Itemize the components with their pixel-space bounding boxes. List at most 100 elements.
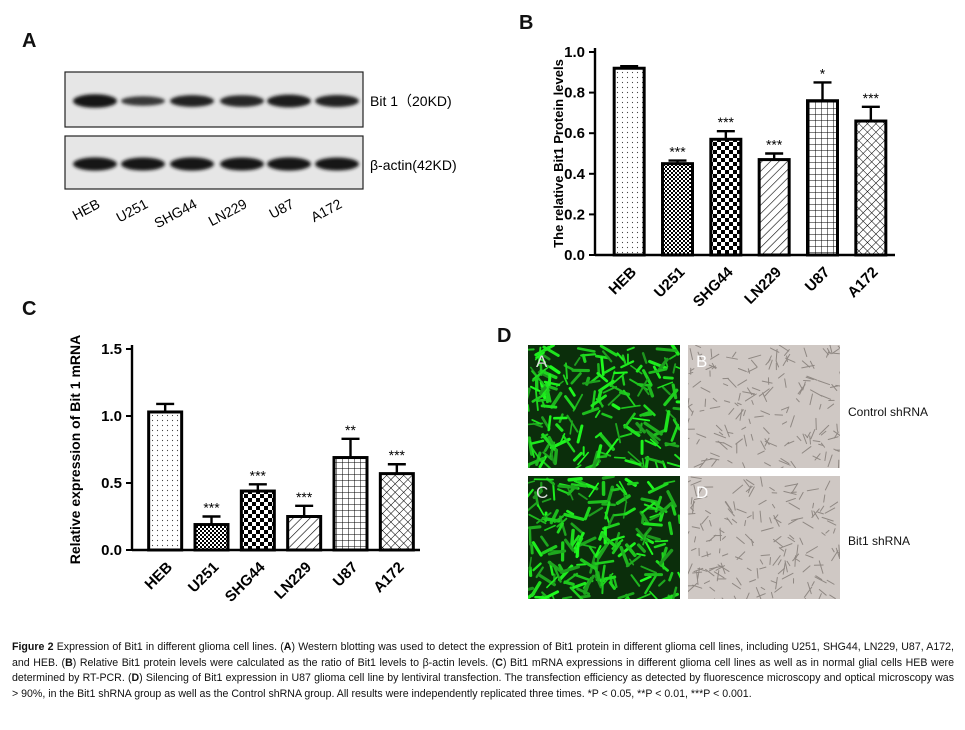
fluorescent-cell: [569, 586, 584, 599]
fluorescent-cell: [597, 388, 603, 401]
fluorescent-cell: [622, 502, 627, 519]
x-tick-label: LN229: [271, 559, 315, 603]
brightfield-cell: [742, 462, 746, 468]
brightfield-cell: [831, 547, 835, 553]
brightfield-cell: [727, 431, 734, 434]
brightfield-cell: [751, 399, 754, 405]
brightfield-cell: [734, 402, 739, 407]
blot-band: [121, 96, 165, 106]
brightfield-cell: [807, 581, 812, 595]
fluorescent-cell: [648, 359, 668, 370]
micrograph-tile: [688, 476, 840, 599]
brightfield-cell: [784, 560, 788, 573]
brightfield-cell: [756, 593, 766, 598]
brightfield-cell: [777, 559, 782, 566]
brightfield-cell: [799, 537, 804, 545]
fluorescent-cell: [562, 434, 576, 453]
brightfield-cell: [715, 565, 725, 571]
significance-label: ***: [669, 144, 686, 160]
brightfield-cell: [837, 345, 840, 349]
tile-label: C: [536, 483, 548, 502]
fluorescent-cell: [672, 363, 677, 374]
bar: [661, 162, 694, 257]
brightfield-cell: [809, 393, 813, 406]
actin-bands: [73, 157, 359, 171]
fluorescent-cell: [528, 480, 536, 484]
row-label-control: Control shRNA: [848, 405, 928, 419]
brightfield-cell: [765, 359, 771, 366]
fluorescent-cell: [655, 347, 678, 353]
brightfield-cell: [775, 576, 778, 590]
brightfield-cell: [760, 554, 771, 557]
bit1-band-label: Bit 1（20KD): [370, 93, 452, 109]
fluorescent-cell: [566, 414, 579, 433]
fluorescent-cell: [639, 510, 650, 526]
brightfield-cell: [693, 536, 697, 543]
significance-label: ***: [766, 137, 783, 153]
fluorescent-cell: [598, 379, 615, 393]
fluorescent-cell: [598, 455, 608, 459]
brightfield-cell: [711, 362, 716, 370]
brightfield-cell: [791, 483, 799, 494]
brightfield-cell: [724, 424, 730, 438]
brightfield-cell: [713, 571, 725, 579]
fluorescent-cell: [553, 566, 562, 583]
fluorescent-cell: [639, 410, 651, 417]
significance-label: *: [820, 65, 826, 81]
brightfield-cell: [783, 490, 797, 495]
fluorescent-cell: [626, 481, 639, 486]
fluorescent-cell: [577, 492, 588, 501]
significance-label: ***: [863, 90, 880, 106]
brightfield-cell: [721, 597, 724, 599]
caption-ref-a: A: [283, 641, 292, 653]
fluorescent-cell: [644, 574, 657, 595]
x-tick-label: HEB: [606, 264, 641, 299]
brightfield-cell: [748, 354, 762, 360]
fluorescent-cell: [542, 345, 560, 357]
brightfield-cell: [754, 415, 764, 418]
tile-label: B: [696, 352, 707, 371]
brightfield-cell: [699, 523, 704, 531]
fluorescent-cell: [576, 424, 584, 444]
brightfield-cell: [833, 528, 836, 534]
brightfield-cell: [751, 387, 761, 392]
fluorescent-cell: [593, 457, 600, 467]
fluorescent-cell: [646, 534, 661, 542]
brightfield-cell: [688, 563, 693, 575]
brightfield-cell: [690, 497, 693, 505]
brightfield-cell: [774, 586, 783, 593]
brightfield-cell: [801, 446, 812, 454]
significance-label: **: [345, 422, 356, 438]
brightfield-cell: [688, 582, 698, 593]
fluorescent-cell: [528, 528, 532, 546]
brightfield-cell: [792, 553, 800, 562]
y-tick-label: 0.0: [101, 542, 122, 559]
fluorescent-cell: [549, 365, 561, 375]
fluorescent-cell: [624, 543, 637, 558]
fluorescent-cell: [611, 403, 621, 411]
fluorescent-cell: [570, 522, 584, 535]
brightfield-cell: [769, 487, 775, 491]
fluorescent-cell: [563, 512, 585, 521]
fluorescent-cell: [589, 554, 596, 574]
bar: [193, 523, 230, 552]
fluorescent-cell: [537, 504, 545, 516]
brightfield-cell: [743, 409, 746, 417]
brightfield-cell: [802, 521, 814, 529]
fluorescent-cell: [644, 455, 650, 468]
brightfield-cell: [727, 460, 733, 464]
fluorescent-cell: [666, 490, 677, 508]
fluorescent-cell: [591, 390, 596, 412]
fluorescent-cell: [579, 558, 597, 571]
brightfield-cell: [710, 457, 720, 461]
bar: [239, 489, 276, 552]
y-tick-label: 0.6: [564, 125, 585, 142]
brightfield-cell: [756, 567, 759, 579]
brightfield-cell: [709, 519, 712, 527]
chart-c: 0.0 0.5 1.0 1.5 Relative expression of Bit 1…: [67, 335, 420, 606]
brightfield-cell: [693, 462, 704, 468]
figure-label: Figure 2: [12, 641, 54, 653]
fluorescent-cell: [528, 525, 542, 530]
brightfield-cell: [696, 487, 703, 497]
fluorescent-cell: [536, 512, 552, 524]
